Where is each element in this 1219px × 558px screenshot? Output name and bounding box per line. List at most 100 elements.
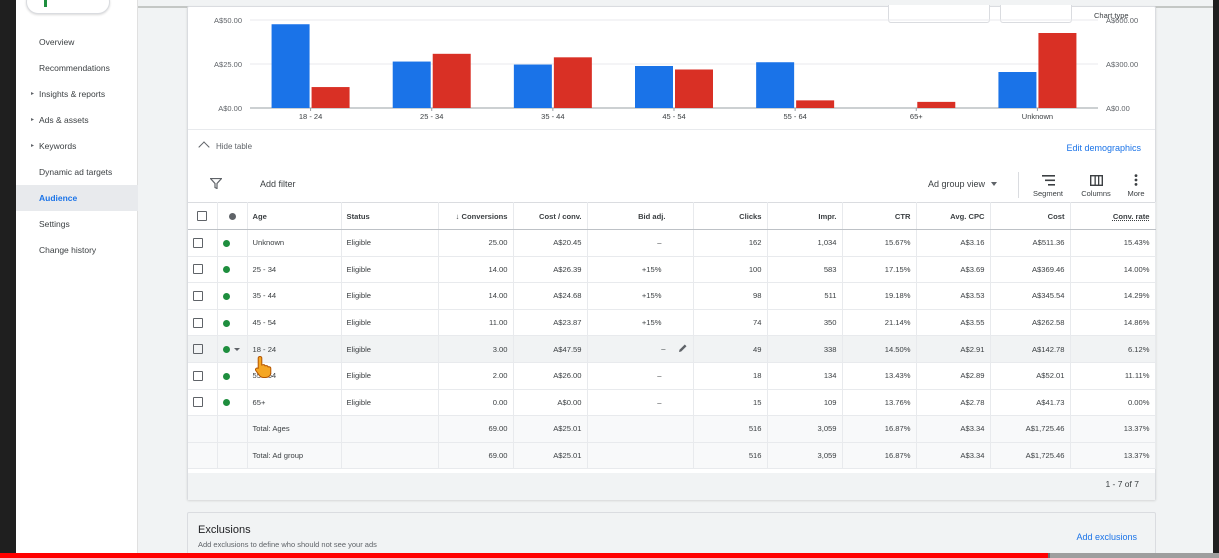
table-row[interactable]: 55 - 64Eligible2.00A$26.00–1813413.43%A$… <box>188 362 1156 390</box>
bar-cost <box>311 87 350 108</box>
row-checkbox-cell[interactable] <box>188 282 218 310</box>
edit-pencil-icon[interactable] <box>678 343 688 355</box>
pagination-text: 1 - 7 of 7 <box>1105 479 1139 489</box>
cell-age: 18 - 24 <box>247 335 342 363</box>
header-ctr[interactable]: CTR <box>842 202 917 230</box>
sidebar-item-label: Insights & reports <box>39 89 106 99</box>
sidebar-item-audience[interactable]: Audience <box>16 185 138 211</box>
exclusions-card: Exclusions Add exclusions to define who … <box>187 512 1156 558</box>
row-checkbox[interactable] <box>193 264 203 275</box>
cell-bid-adj[interactable]: – <box>587 335 694 363</box>
status-dot-icon <box>222 292 230 300</box>
sidebar-item-insights-reports[interactable]: ▸ Insights & reports <box>16 81 138 107</box>
row-checkbox[interactable] <box>193 290 203 301</box>
view-select[interactable]: Ad group view <box>928 179 998 189</box>
columns-label: Columns <box>1081 189 1111 198</box>
app-window: Overview Recommendations ▸ Insights & repor… <box>16 0 1213 558</box>
table-row[interactable]: 65+ Eligible 0.00 A$0.00 – 15 109 13.76% A$2.78 A… <box>188 389 1156 417</box>
cell-bid-adj[interactable]: – <box>587 362 694 390</box>
age-bar-chart: A$0.00 A$0.00 A$25.00 A$300.00 A$50.00 A$600.… <box>214 16 1138 121</box>
columns-button[interactable]: Columns <box>1074 171 1118 198</box>
header-conv-rate[interactable]: Conv. rate <box>1070 202 1156 230</box>
table-row[interactable]: 18 - 24 Eligible 3.00 A$47.59–49 338 14.50% A$… <box>188 335 1156 363</box>
x-axis-category-label: 18 - 24 <box>299 112 322 121</box>
table-row[interactable]: 45 - 54 Eligible 11.00 A$23.87 +15% 74 350 21.1… <box>188 309 1156 337</box>
row-checkbox-cell[interactable] <box>188 229 218 257</box>
row-status-cell <box>217 229 248 257</box>
row-checkbox-cell[interactable] <box>188 335 218 363</box>
header-cost-conv[interactable]: Cost / conv. <box>513 202 588 230</box>
row-status-cell <box>217 256 248 284</box>
header-impr[interactable]: Impr. <box>767 202 843 230</box>
video-progress-bar[interactable] <box>0 553 1219 558</box>
segment-button[interactable]: Segment <box>1026 171 1070 198</box>
sidebar-item-keywords[interactable]: ▸ Keywords <box>16 133 138 159</box>
table-row[interactable]: 35 - 44 Eligible 14.00 A$24.68 +15% 98 511 19.1… <box>188 282 1156 310</box>
bar-cost <box>675 69 713 108</box>
demographics-table: Age Status ↓ Conversions Cost / conv. Bi… <box>188 202 1156 470</box>
view-select-label: Ad group view <box>928 179 986 189</box>
cell-bid-adj[interactable]: +15% <box>587 282 694 310</box>
filter-icon[interactable] <box>209 177 223 191</box>
total-conversions: 69.00 <box>438 415 514 443</box>
cell-bid-adj[interactable]: +15% <box>587 309 694 337</box>
chart-control-button[interactable] <box>888 5 990 23</box>
sidebar-item-ads-assets[interactable]: ▸ Ads & assets <box>16 107 138 133</box>
sidebar-item-settings[interactable]: Settings <box>16 211 138 237</box>
row-checkbox-cell[interactable] <box>188 309 218 337</box>
bar-cost-per-conversion <box>998 72 1037 108</box>
header-age[interactable]: Age <box>247 202 342 230</box>
sidebar-item-dynamic-ad-targets[interactable]: Dynamic ad targets <box>16 159 138 185</box>
cell-bid-adj[interactable]: – <box>587 229 694 257</box>
header-status[interactable]: Status <box>341 202 439 230</box>
cell-bid-adj[interactable]: – <box>587 389 694 417</box>
cell-bid-adj-value: – <box>657 238 662 248</box>
row-checkbox[interactable] <box>193 397 203 408</box>
chart-type-button[interactable] <box>1000 5 1072 23</box>
bar-cost-per-conversion <box>756 62 795 108</box>
add-filter-button[interactable]: Add filter <box>260 179 296 189</box>
header-avg-cpc[interactable]: Avg. CPC <box>916 202 991 230</box>
more-label: More <box>1127 189 1145 198</box>
cell-avg-cpc: A$3.16 <box>916 229 991 257</box>
select-all-checkbox[interactable] <box>188 202 218 230</box>
demographics-card: Chart type A$0.00 A$0.00 A$25.00 A$300.00 A$… <box>187 5 1156 500</box>
cell-cost-conv: A$20.45 <box>513 229 588 257</box>
sidebar-item-label: Audience <box>39 193 78 203</box>
header-bid-adj[interactable]: Bid adj. <box>587 202 694 230</box>
table-row[interactable]: 25 - 34 Eligible 14.00 A$26.39 +15% 100 583 17.… <box>188 256 1156 284</box>
hand-pointer-cursor-icon <box>254 355 272 381</box>
add-exclusions-button[interactable]: Add exclusions <box>1076 532 1137 542</box>
row-checkbox-cell[interactable] <box>188 256 218 284</box>
logo[interactable] <box>26 0 110 14</box>
sidebar-item-recommendations[interactable]: Recommendations <box>16 55 138 81</box>
row-checkbox-cell[interactable] <box>188 362 218 390</box>
more-vert-icon <box>1116 171 1156 189</box>
row-checkbox-cell[interactable] <box>188 389 218 417</box>
cell-age: 45 - 54 <box>247 309 342 337</box>
x-axis-category-label: 35 - 44 <box>541 112 564 121</box>
row-checkbox[interactable] <box>193 317 203 328</box>
header-clicks[interactable]: Clicks <box>693 202 768 230</box>
segment-label: Segment <box>1032 189 1064 198</box>
sidebar-item-change-history[interactable]: Change history <box>16 237 138 263</box>
cell-cost: A$511.36 <box>990 229 1071 257</box>
status-dropdown-icon[interactable] <box>233 348 240 352</box>
checkbox[interactable] <box>197 211 208 221</box>
cell-clicks: 162 <box>693 229 768 257</box>
cell-conversions: 14.00 <box>438 256 514 284</box>
x-axis-category-label: Unknown <box>1022 112 1053 121</box>
edit-demographics-link[interactable]: Edit demographics <box>1066 143 1141 153</box>
sidebar-item-overview[interactable]: Overview <box>16 29 138 55</box>
more-button[interactable]: More <box>1116 171 1156 198</box>
hide-table-toggle[interactable]: Hide table <box>198 141 252 153</box>
cell-status: Eligible <box>341 389 439 417</box>
header-cost[interactable]: Cost <box>990 202 1071 230</box>
row-checkbox[interactable] <box>193 237 203 248</box>
row-checkbox[interactable] <box>193 344 203 355</box>
row-checkbox[interactable] <box>193 370 203 381</box>
table-row[interactable]: Unknown Eligible 25.00 A$20.45 – 162 1,034 15.6… <box>188 229 1156 257</box>
cell-bid-adj[interactable]: +15% <box>587 256 694 284</box>
cell-conv-rate: 11.11% <box>1070 362 1156 390</box>
header-conversions[interactable]: ↓ Conversions <box>438 202 514 230</box>
